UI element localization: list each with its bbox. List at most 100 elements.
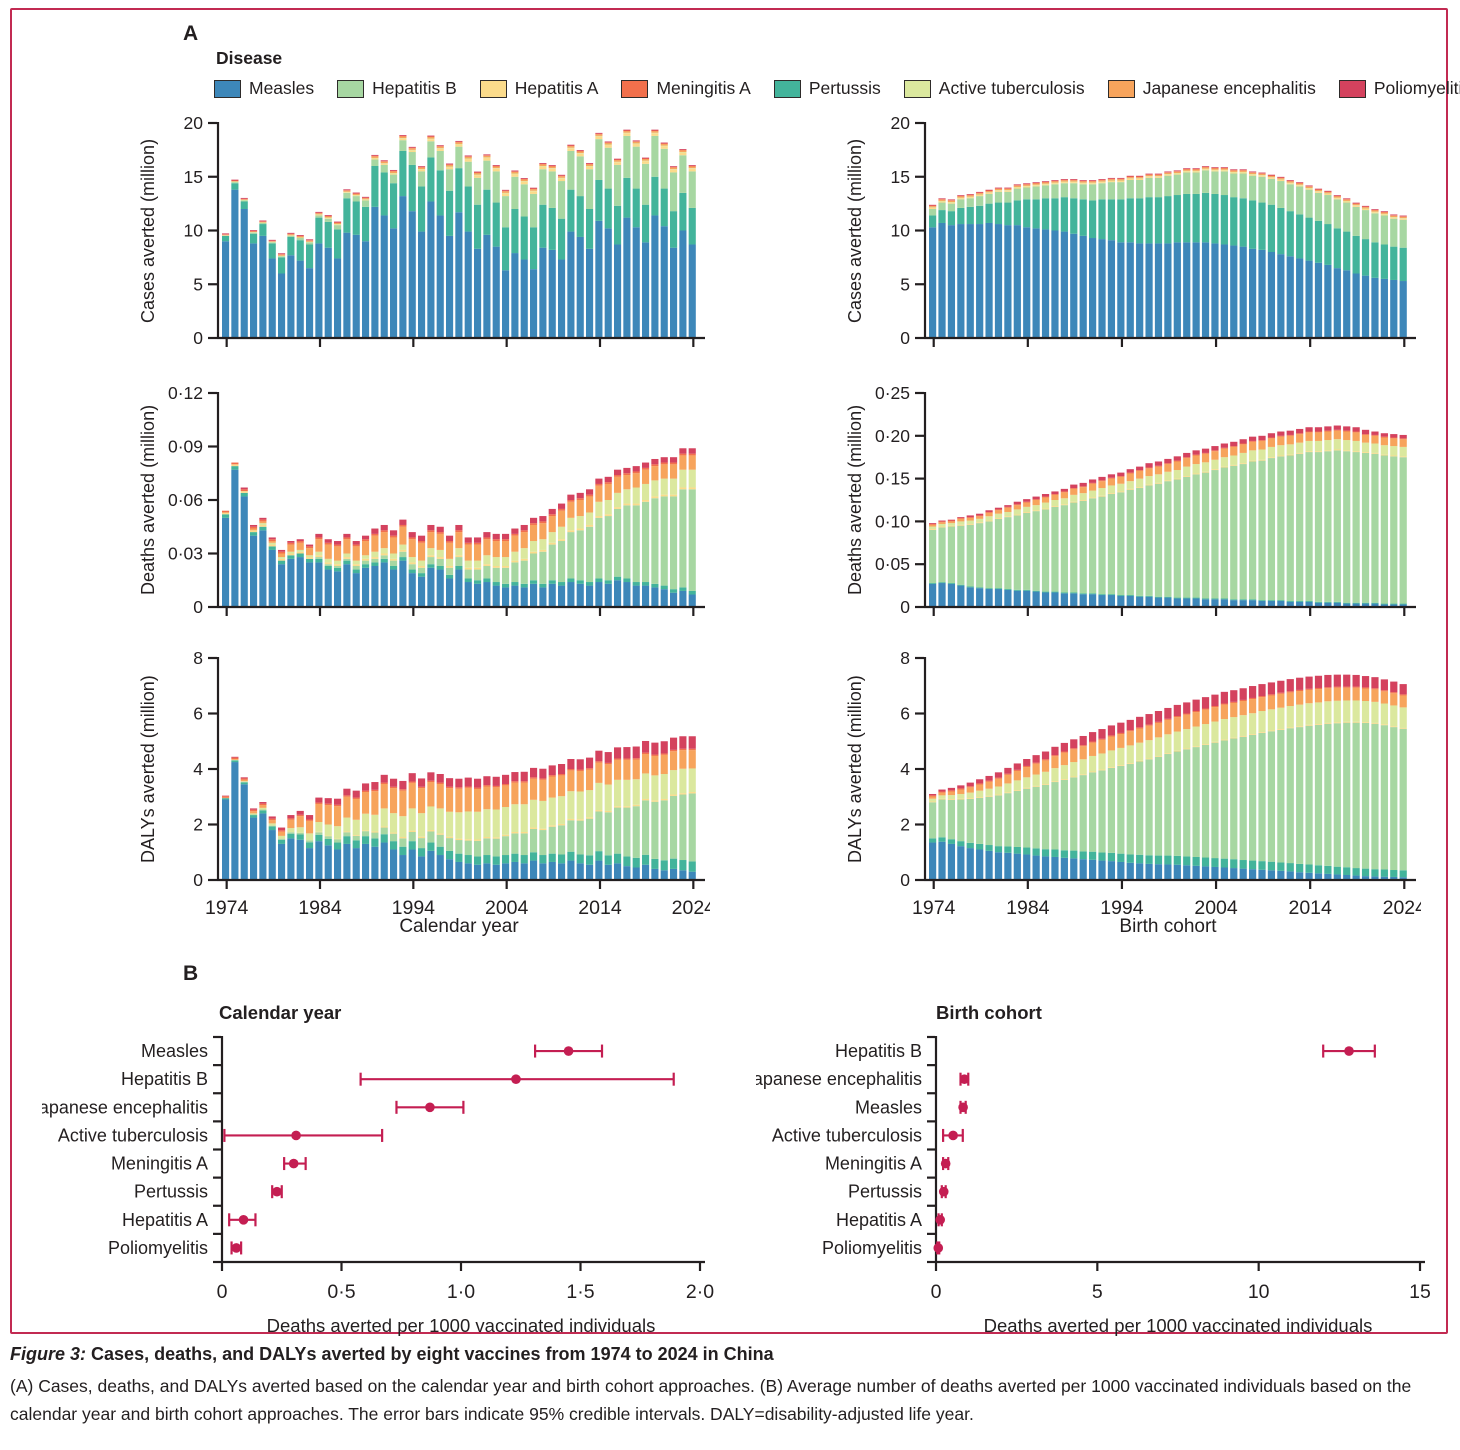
segment-measles xyxy=(390,569,398,607)
segment-meningitis-a xyxy=(994,188,1003,189)
segment-active-tuberculosis xyxy=(1324,701,1332,723)
segment-hepatitis-b xyxy=(474,177,482,205)
segment-hepatitis-b xyxy=(548,826,556,854)
segment-active-tuberculosis xyxy=(1305,703,1313,725)
segment-hepatitis-b xyxy=(1352,722,1360,869)
segment-pertussis xyxy=(1041,849,1050,857)
segment-meningitis-a xyxy=(343,795,351,797)
segment-japanese-encephalitis xyxy=(558,775,566,797)
segment-pertussis xyxy=(1399,603,1407,605)
segment-japanese-encephalitis xyxy=(994,188,1003,191)
bar-2021 xyxy=(1371,431,1379,607)
segment-active-tuberculosis xyxy=(343,553,351,558)
bar-2006 xyxy=(520,524,528,607)
segment-hepatitis-a xyxy=(1296,185,1304,187)
bar-1975 xyxy=(938,198,946,338)
segment-pertussis xyxy=(1117,595,1125,596)
bar-2000 xyxy=(1173,456,1181,607)
segment-meningitis-a xyxy=(679,149,687,151)
segment-japanese-encephalitis xyxy=(614,759,622,780)
segment-hepatitis-b xyxy=(539,830,547,856)
segment-hepatitis-a xyxy=(399,836,407,839)
segment-hepatitis-a xyxy=(1183,476,1191,477)
segment-japanese-encephalitis xyxy=(670,751,678,771)
segment-japanese-encephalitis xyxy=(1192,169,1200,171)
segment-active-tuberculosis xyxy=(334,224,342,225)
segment-hepatitis-b xyxy=(1220,467,1228,599)
segment-japanese-encephalitis xyxy=(240,779,248,782)
segment-japanese-encephalitis xyxy=(343,796,351,818)
segment-pertussis xyxy=(567,578,575,583)
segment-hepatitis-a xyxy=(343,192,351,193)
segment-poliomyelitis xyxy=(1371,677,1379,689)
segment-pertussis xyxy=(408,164,416,212)
segment-measles xyxy=(1211,599,1219,607)
segment-active-tuberculosis xyxy=(306,241,314,243)
point-marker xyxy=(948,1130,958,1141)
bar-2012 xyxy=(1286,679,1294,880)
segment-measles xyxy=(1201,866,1210,880)
segment-pertussis xyxy=(1164,855,1172,865)
segment-poliomyelitis xyxy=(446,163,454,165)
segment-pertussis xyxy=(446,190,454,236)
segment-poliomyelitis xyxy=(446,535,454,542)
x-tick-label: 1994 xyxy=(392,897,436,919)
segment-japanese-encephalitis xyxy=(938,792,946,796)
segment-hepatitis-a xyxy=(1286,454,1294,456)
category-label-japanese-encephalitis: Japanese encephalitis xyxy=(756,1069,922,1089)
segment-hepatitis-b xyxy=(947,526,956,584)
segment-hepatitis-b xyxy=(399,551,407,558)
segment-pertussis xyxy=(1117,199,1125,243)
bar-1986 xyxy=(1041,751,1050,880)
segment-poliomyelitis xyxy=(623,747,631,759)
segment-meningitis-a xyxy=(278,830,286,832)
segment-poliomyelitis xyxy=(976,513,984,516)
segment-meningitis-a xyxy=(1380,436,1388,438)
segment-active-tuberculosis xyxy=(1032,505,1040,511)
segment-poliomyelitis xyxy=(1305,185,1313,187)
segment-poliomyelitis xyxy=(1390,214,1398,216)
segment-pertussis xyxy=(352,840,360,849)
segment-active-tuberculosis xyxy=(324,824,332,836)
bar-1987 xyxy=(1051,180,1059,338)
segment-pertussis xyxy=(268,546,276,550)
segment-japanese-encephalitis xyxy=(362,541,370,556)
segment-hepatitis-a xyxy=(1390,726,1398,728)
segment-pertussis xyxy=(418,186,426,232)
segment-active-tuberculosis xyxy=(1380,445,1388,455)
segment-hepatitis-b xyxy=(1333,450,1341,602)
segment-meningitis-a xyxy=(464,542,472,545)
segment-japanese-encephalitis xyxy=(586,496,594,513)
bar-2018 xyxy=(632,746,640,880)
segment-hepatitis-b xyxy=(1060,183,1068,198)
poliomyelitis-swatch-icon xyxy=(1338,79,1366,98)
segment-hepatitis-a xyxy=(1089,497,1097,499)
segment-hepatitis-a xyxy=(1126,763,1134,764)
segment-pertussis xyxy=(660,188,668,227)
bar-1975 xyxy=(231,462,239,607)
bar-1982 xyxy=(296,810,304,880)
segment-meningitis-a xyxy=(1051,755,1059,757)
segment-hepatitis-b xyxy=(362,831,370,837)
bar-1985 xyxy=(324,215,332,338)
bar-1988 xyxy=(1060,179,1068,338)
segment-meningitis-a xyxy=(1164,463,1172,465)
point-marker xyxy=(959,1074,970,1084)
segment-meningitis-a xyxy=(492,539,500,542)
y-tick-label: 2 xyxy=(900,815,910,835)
segment-meningitis-a xyxy=(604,142,612,143)
segment-active-tuberculosis xyxy=(966,196,974,198)
segment-hepatitis-b xyxy=(548,171,556,208)
segment-hepatitis-a xyxy=(1267,457,1276,459)
segment-measles xyxy=(1314,873,1323,880)
segment-hepatitis-b xyxy=(1107,182,1116,200)
bar-2007 xyxy=(1239,169,1247,339)
japanese-encephalitis-swatch-icon xyxy=(1107,79,1135,98)
segment-hepatitis-a xyxy=(455,555,463,558)
segment-pertussis xyxy=(1023,199,1031,228)
segment-japanese-encephalitis xyxy=(1117,476,1125,484)
segment-measles xyxy=(1399,604,1407,607)
segment-japanese-encephalitis xyxy=(408,539,416,558)
y-tick-label: 0·09 xyxy=(168,437,203,457)
segment-japanese-encephalitis xyxy=(1249,441,1257,451)
